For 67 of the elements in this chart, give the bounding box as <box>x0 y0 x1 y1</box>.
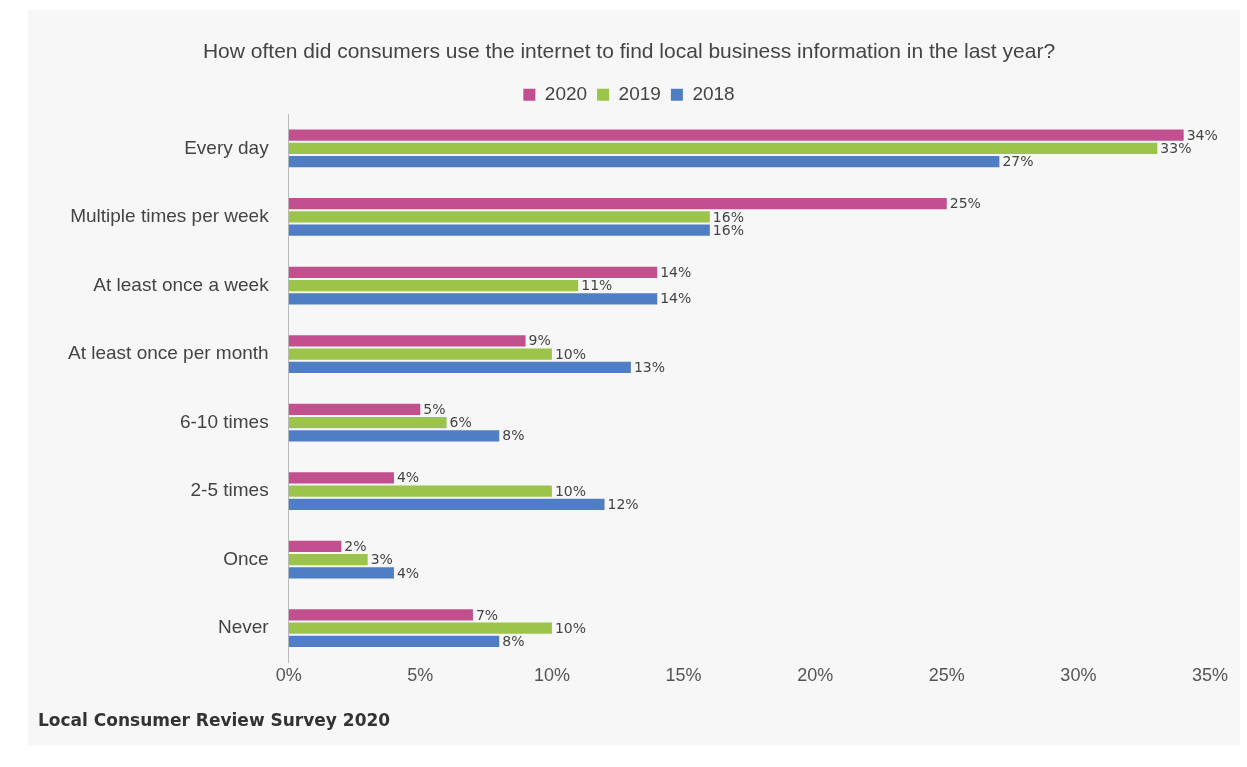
bar <box>288 293 658 305</box>
y-tick-label: Once <box>223 547 269 569</box>
bar <box>288 635 500 648</box>
bar <box>288 540 342 552</box>
chart-title: How often did consumers use the internet to find local business information in the last year? <box>202 39 1056 63</box>
data-label: 8% <box>502 633 525 650</box>
legend-label: 2019 <box>618 82 661 104</box>
bar <box>288 279 579 292</box>
bar <box>288 266 658 278</box>
data-label: 10% <box>554 619 587 636</box>
bar <box>288 198 947 210</box>
x-tick-label: 20% <box>797 665 834 686</box>
data-label: 2% <box>344 538 367 554</box>
legend-label: 2020 <box>544 82 588 104</box>
y-tick-label: 6-10 times <box>179 410 269 432</box>
bar <box>288 485 552 497</box>
y-tick-label: 2-5 times <box>190 479 269 501</box>
bar <box>288 553 368 566</box>
x-tick-label: 30% <box>1060 665 1097 686</box>
data-label: 34% <box>1186 126 1218 143</box>
legend-label: 2018 <box>692 82 735 104</box>
bar <box>288 416 447 429</box>
data-label: 5% <box>423 400 446 417</box>
bar <box>288 129 1184 141</box>
bar <box>288 211 710 223</box>
y-tick-label: Every day <box>184 136 270 158</box>
bar <box>288 156 1000 168</box>
bar <box>288 430 500 442</box>
y-tick-label: At least once per month <box>68 342 269 364</box>
data-label: 14% <box>660 263 692 280</box>
text: Local Consumer Review Survey 2020 <box>38 710 391 730</box>
data-label: 10% <box>554 345 587 362</box>
data-label: 12% <box>607 495 639 512</box>
bar <box>288 622 552 634</box>
data-label: 7% <box>475 606 499 623</box>
x-tick-label: 5% <box>407 665 434 686</box>
bar <box>288 142 1158 155</box>
data-label: 25% <box>949 195 981 212</box>
data-label: 13% <box>633 358 665 375</box>
x-tick-label: 35% <box>1191 665 1229 686</box>
y-tick-label: At least once a week <box>93 273 270 295</box>
data-label: 6% <box>449 414 472 431</box>
data-label: 11% <box>581 277 613 294</box>
data-label: 10% <box>554 482 587 499</box>
bar <box>288 335 526 347</box>
data-label: 9% <box>528 332 551 349</box>
bar <box>288 498 605 510</box>
data-label: 4% <box>396 469 420 486</box>
bar <box>288 472 394 484</box>
data-label: 8% <box>502 427 525 444</box>
y-tick-label: Multiple times per week <box>70 205 270 227</box>
bar <box>288 403 421 415</box>
data-label: 14% <box>660 290 692 307</box>
bar <box>288 361 631 373</box>
bar <box>288 567 394 579</box>
data-label: 3% <box>370 551 393 568</box>
y-tick-label: Never <box>217 616 270 638</box>
x-tick-label: 0% <box>275 665 302 686</box>
bar <box>288 609 473 621</box>
data-label: 4% <box>396 564 420 581</box>
data-label: 33% <box>1160 140 1192 157</box>
data-label: 27% <box>1002 153 1034 170</box>
bar <box>288 224 710 236</box>
x-tick-label: 15% <box>665 665 702 686</box>
bar <box>288 348 552 360</box>
x-tick-label: 10% <box>533 665 570 686</box>
x-tick-label: 25% <box>928 665 965 686</box>
